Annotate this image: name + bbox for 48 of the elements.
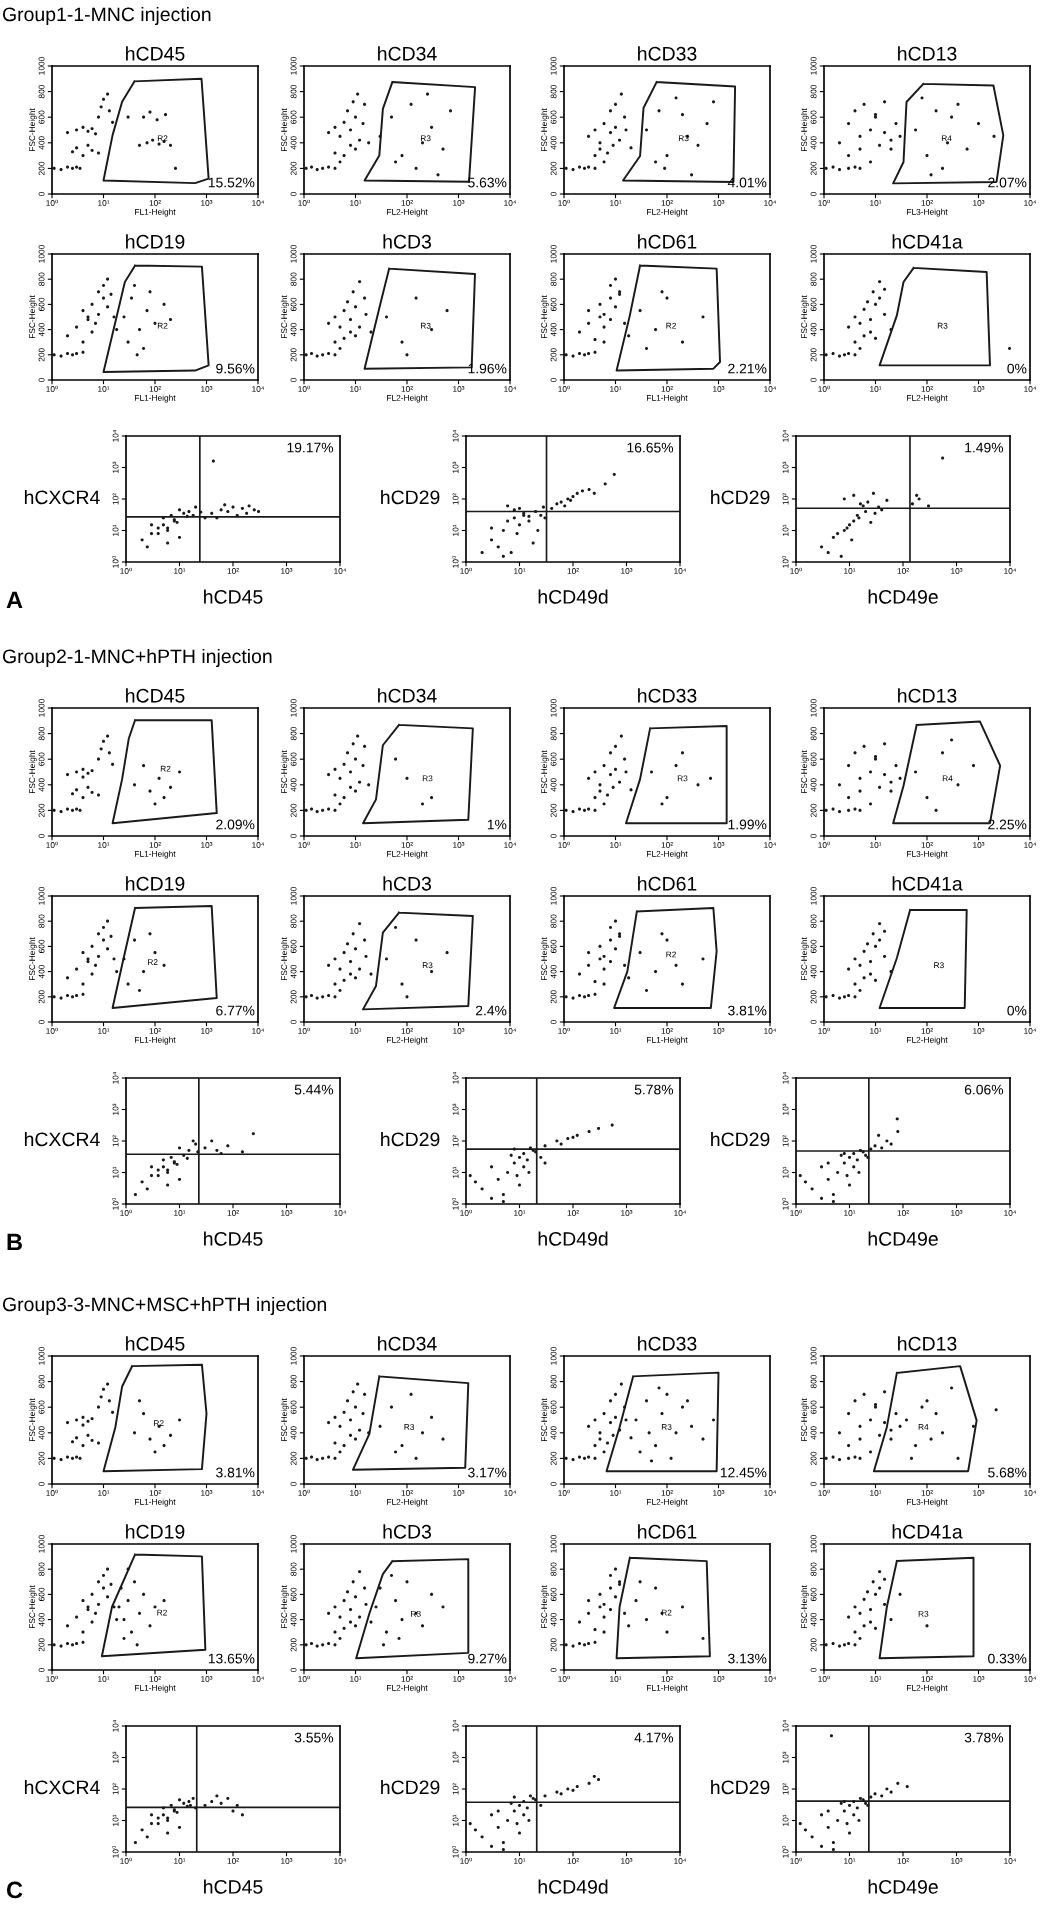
y-axis-title: hCXCR4 bbox=[24, 1131, 100, 1147]
x-axis-title: hCD49e bbox=[868, 1231, 938, 1246]
chart-title: hCD61 bbox=[638, 234, 697, 249]
chart-title: hCD13 bbox=[898, 1336, 957, 1351]
chart-title: hCD13 bbox=[898, 688, 957, 703]
chart-title: hCD33 bbox=[638, 688, 697, 703]
y-axis-title: hCD29 bbox=[711, 489, 770, 505]
y-axis-title: hCD29 bbox=[381, 1131, 440, 1147]
chart-title: hCD19 bbox=[126, 1524, 185, 1539]
chart-title: hCD33 bbox=[638, 46, 697, 61]
chart-title: hCD61 bbox=[638, 876, 697, 891]
y-axis-title: hCD29 bbox=[711, 1779, 770, 1795]
chart-title: hCD45 bbox=[126, 1336, 185, 1351]
x-axis-title: hCD49d bbox=[538, 1231, 608, 1246]
chart-title: hCD41a bbox=[892, 234, 963, 249]
text: B bbox=[7, 1233, 22, 1251]
text: Group2-1-MNC+hPTH injection bbox=[2, 648, 272, 668]
x-axis-title: hCD45 bbox=[204, 589, 263, 604]
x-axis-title: hCD49d bbox=[538, 1879, 608, 1894]
x-axis-title: hCD45 bbox=[204, 1879, 263, 1894]
chart-title: hCD34 bbox=[378, 688, 437, 703]
y-axis-title: hCD29 bbox=[711, 1131, 770, 1147]
chart-title: hCD34 bbox=[378, 1336, 437, 1351]
chart-title: hCD45 bbox=[126, 688, 185, 703]
chart-title: hCD45 bbox=[126, 46, 185, 61]
y-axis-title: hCXCR4 bbox=[24, 489, 100, 505]
x-axis-title: hCD49e bbox=[868, 589, 938, 604]
chart-title: hCD13 bbox=[898, 46, 957, 61]
y-axis-title: hCD29 bbox=[381, 489, 440, 505]
text: A bbox=[6, 591, 23, 609]
chart-title: hCD3 bbox=[383, 1524, 431, 1539]
y-axis-title: hCD29 bbox=[381, 1779, 440, 1795]
chart-title: hCD3 bbox=[383, 876, 431, 891]
text: Group3-3-MNC+MSC+hPTH injection bbox=[2, 1296, 327, 1316]
chart-title: hCD41a bbox=[892, 876, 963, 891]
chart-title: hCD19 bbox=[126, 234, 185, 249]
text: Group1-1-MNC injection bbox=[2, 6, 211, 26]
x-axis-title: hCD45 bbox=[204, 1231, 263, 1246]
x-axis-title: hCD49d bbox=[538, 589, 608, 604]
chart-title: hCD41a bbox=[892, 1524, 963, 1539]
text: C bbox=[6, 1881, 23, 1899]
chart-title: hCD34 bbox=[378, 46, 437, 61]
chart-title: hCD61 bbox=[638, 1524, 697, 1539]
chart-title: hCD3 bbox=[383, 234, 431, 249]
y-axis-title: hCXCR4 bbox=[24, 1779, 100, 1795]
chart-title: hCD33 bbox=[638, 1336, 697, 1351]
x-axis-title: hCD49e bbox=[868, 1879, 938, 1894]
chart-title: hCD19 bbox=[126, 876, 185, 891]
